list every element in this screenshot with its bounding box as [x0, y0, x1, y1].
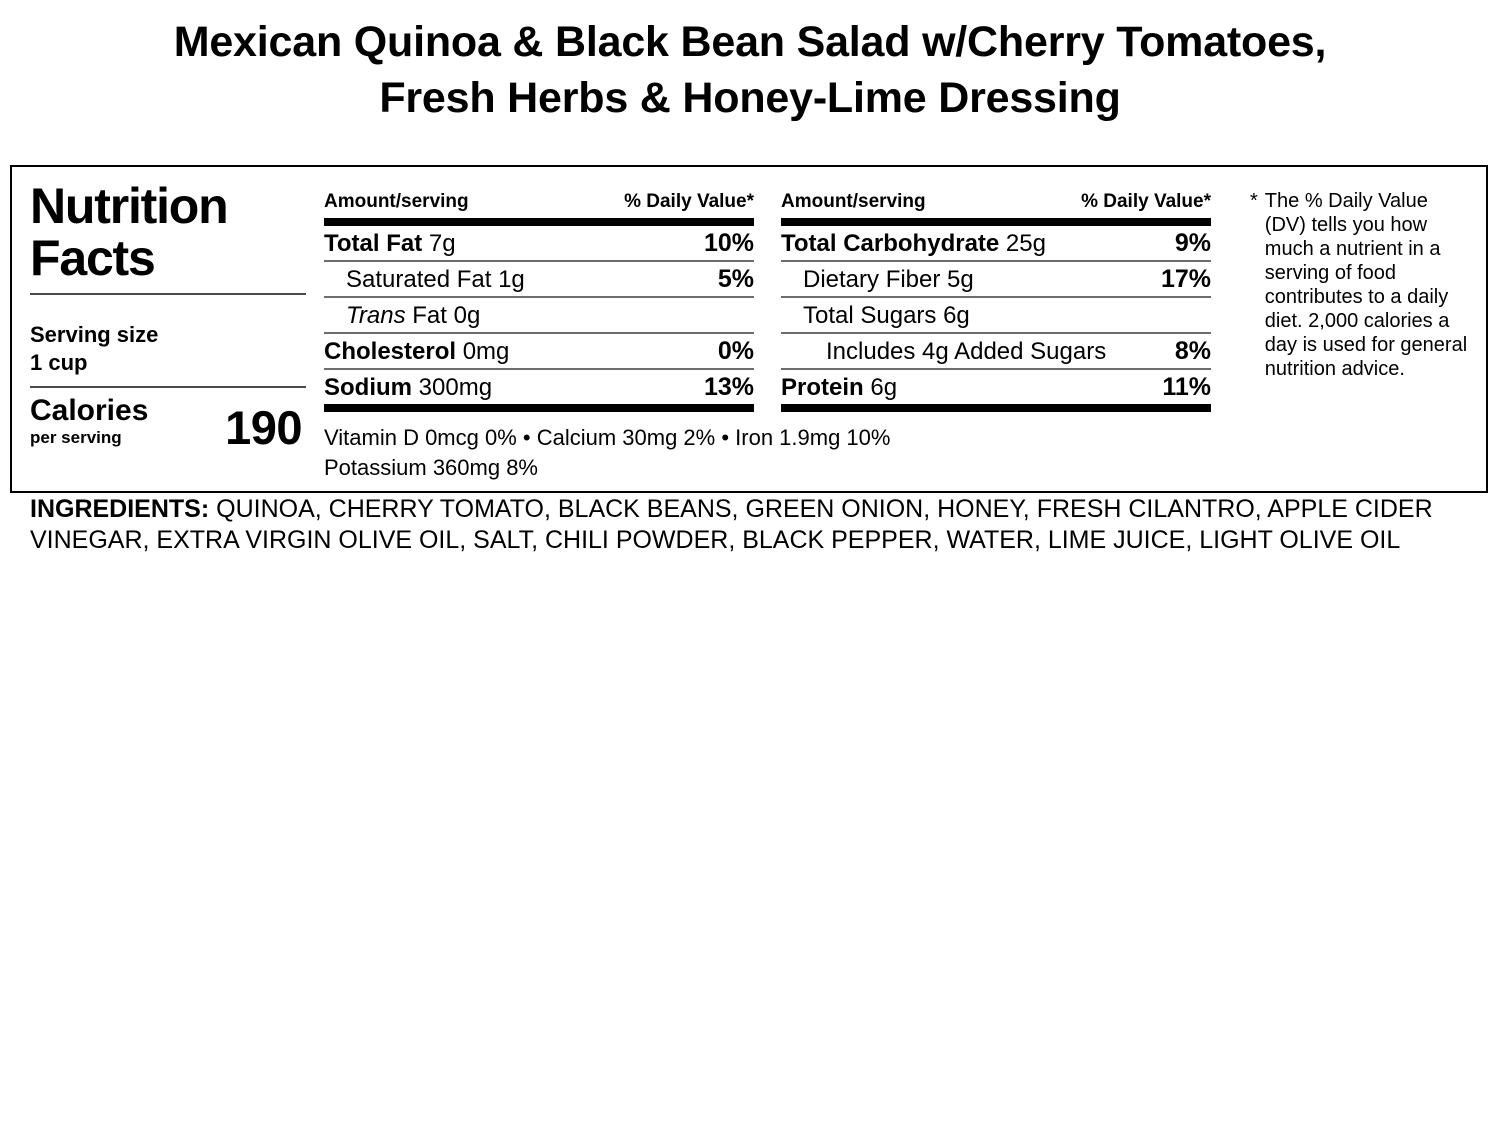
serving-size-value: 1 cup — [30, 350, 88, 375]
calories-row: Calories per serving 190 — [30, 395, 306, 454]
nutrient-name: Total Carbohydrate 25g — [781, 230, 1046, 257]
header-rule-right — [781, 218, 1211, 226]
nutrition-facts-heading: Nutrition Facts — [30, 178, 229, 286]
nutrient-name: Protein 6g — [781, 374, 898, 401]
nutrient-daily-value: 11% — [1162, 373, 1211, 401]
serving-size-label: Serving size — [30, 322, 159, 347]
ingredients-text: QUINOA, CHERRY TOMATO, BLACK BEANS, GREE… — [30, 495, 1433, 554]
amount-serving-header: Amount/serving — [781, 191, 926, 212]
footer-rule-left — [324, 404, 754, 412]
nutrient-row: Protein 6g 11% — [781, 370, 1211, 404]
nutrient-row: Includes 4g Added Sugars 8% — [781, 334, 1211, 370]
nutrient-row: Total Fat 7g 10% — [324, 226, 754, 262]
nutrient-row: Dietary Fiber 5g 17% — [781, 262, 1211, 298]
column-header-right: Amount/serving % Daily Value* — [781, 191, 1211, 218]
daily-value-header: % Daily Value* — [1081, 191, 1211, 212]
nutrient-row: Trans Fat 0g — [324, 298, 754, 334]
micronutrients-line-2: Potassium 360mg 8% — [324, 455, 538, 480]
nutrient-column-left: Amount/serving % Daily Value* Total Fat … — [324, 191, 754, 412]
ingredients-label: INGREDIENTS: — [30, 495, 210, 523]
nutrient-row: Total Sugars 6g — [781, 298, 1211, 334]
amount-serving-header: Amount/serving — [324, 191, 469, 212]
nutrient-name: Total Fat 7g — [324, 230, 456, 257]
nutrient-daily-value: 17% — [1160, 265, 1211, 293]
nutrient-name: Sodium 300mg — [324, 374, 493, 401]
footnote-text: The % Daily Value (DV) tells you how muc… — [1264, 190, 1468, 380]
nutrient-daily-value: 0% — [717, 337, 754, 365]
calories-label-group: Calories per serving — [30, 395, 148, 448]
micronutrients: Vitamin D 0mcg 0% • Calcium 30mg 2% • Ir… — [324, 412, 1236, 483]
nutrient-daily-value: 5% — [717, 265, 754, 293]
footnote-asterisk: * — [1250, 190, 1258, 212]
calories-value: 190 — [225, 401, 302, 454]
ingredients-statement: INGREDIENTS: QUINOA, CHERRY TOMATO, BLAC… — [30, 494, 1440, 556]
footer-rule-right — [781, 404, 1211, 412]
serving-divider — [30, 386, 306, 388]
daily-value-header: % Daily Value* — [624, 191, 754, 212]
product-title: Mexican Quinoa & Black Bean Salad w/Cher… — [173, 18, 1327, 122]
nutrient-daily-value: 9% — [1174, 229, 1211, 257]
nutrient-columns: Amount/serving % Daily Value* Total Fat … — [324, 167, 1236, 491]
nutrition-facts-panel: Nutrition Facts Serving size 1 cup Calor… — [10, 165, 1488, 493]
nutrient-column-right: Amount/serving % Daily Value* Total Carb… — [781, 191, 1211, 412]
nutrient-row: Total Carbohydrate 25g 9% — [781, 226, 1211, 262]
nutrient-name: Saturated Fat 1g — [346, 266, 525, 293]
nutrient-name: Total Sugars 6g — [803, 302, 970, 329]
calories-sublabel: per serving — [30, 428, 122, 447]
nutrient-rows-right: Total Carbohydrate 25g 9% Dietary Fiber 5g… — [781, 226, 1211, 404]
column-header-left: Amount/serving % Daily Value* — [324, 191, 754, 218]
nutrient-daily-value: 10% — [703, 229, 754, 257]
nutrient-daily-value: 8% — [1174, 337, 1211, 365]
nutrient-row: Sodium 300mg 13% — [324, 370, 754, 404]
nutrient-name: Cholesterol 0mg — [324, 338, 510, 365]
nutrient-name: Trans Fat 0g — [346, 302, 481, 329]
nutrient-name: Includes 4g Added Sugars — [826, 338, 1107, 365]
nutrition-summary-column: Nutrition Facts Serving size 1 cup Calor… — [12, 167, 324, 491]
nutrient-row: Cholesterol 0mg 0% — [324, 334, 754, 370]
serving-size-block: Serving size 1 cup — [30, 321, 306, 377]
daily-value-footnote: * The % Daily Value (DV) tells you how m… — [1236, 167, 1486, 491]
calories-label: Calories — [30, 394, 149, 427]
nutrient-name: Dietary Fiber 5g — [803, 266, 974, 293]
nutrient-row: Saturated Fat 1g 5% — [324, 262, 754, 298]
heading-divider — [30, 293, 306, 295]
micronutrients-line-1: Vitamin D 0mcg 0% • Calcium 30mg 2% • Ir… — [324, 425, 891, 450]
nutrient-rows-left: Total Fat 7g 10% Saturated Fat 1g 5% Trans F… — [324, 226, 754, 404]
header-rule-left — [324, 218, 754, 226]
nutrient-daily-value: 13% — [703, 373, 754, 401]
